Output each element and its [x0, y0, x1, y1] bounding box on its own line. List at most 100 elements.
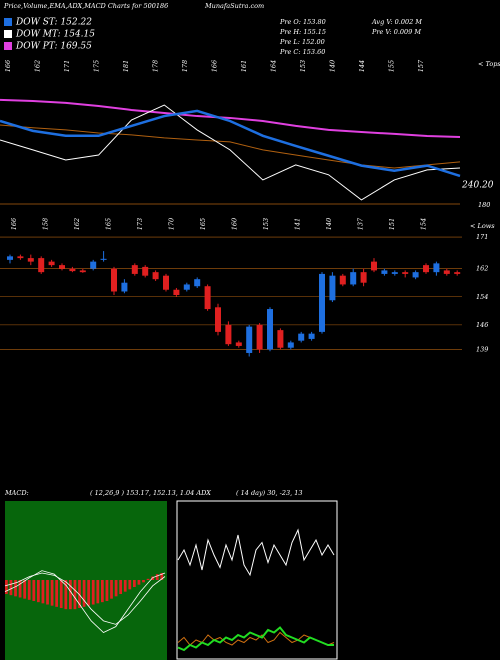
- series-line: [0, 124, 461, 169]
- top-label: 178: [181, 60, 189, 72]
- candle-body: [246, 326, 253, 353]
- legend-label: DOW ST: 152.22: [15, 18, 92, 28]
- top-label: 144: [358, 60, 366, 72]
- top-caption: < Tops: [478, 60, 500, 68]
- candle-body: [163, 275, 169, 290]
- macd-params: ( 12,26,9 ) 153.17, 152.13, 1.04 ADX: [90, 489, 211, 497]
- low-label: 170: [168, 218, 176, 230]
- adx-params: ( 14 day) 30, -23, 13: [236, 489, 303, 497]
- histogram-bar: [78, 580, 81, 608]
- info: Pre C: 153.60: [279, 48, 325, 56]
- adx-line: [177, 631, 335, 646]
- candle-body: [183, 284, 190, 290]
- histogram-bar: [87, 580, 91, 606]
- low-label: 151: [388, 218, 396, 230]
- candle-body: [339, 275, 346, 285]
- candle-body: [391, 272, 398, 274]
- title: Price,Volume,EMA,ADX,MACD Charts for 500…: [3, 2, 168, 10]
- histogram-bar: [59, 580, 63, 608]
- top-label: 175: [93, 60, 101, 72]
- info: Pre H: 155.15: [279, 28, 326, 36]
- y-tick-label: 146: [476, 321, 488, 329]
- top-label: 164: [270, 60, 278, 72]
- histogram-bar: [155, 574, 159, 580]
- macd-caption: MACD:: [4, 489, 29, 497]
- y-tick-label: 171: [476, 233, 488, 241]
- site: MunafaSutra.com: [204, 2, 264, 10]
- top-label: 181: [122, 60, 130, 72]
- candle-body: [59, 265, 65, 269]
- candle-body: [7, 256, 13, 260]
- low-label: 166: [10, 218, 18, 230]
- adx-line: [177, 626, 334, 652]
- low-label: 165: [199, 218, 207, 230]
- top-label: 157: [417, 59, 425, 72]
- low-label: 141: [294, 218, 302, 230]
- candle-body: [152, 272, 159, 280]
- histogram-bar: [50, 580, 54, 606]
- histogram-bar: [96, 580, 100, 604]
- histogram-bar: [82, 580, 86, 607]
- histogram-bar: [110, 580, 113, 599]
- candle-body: [79, 270, 86, 273]
- histogram-bar: [73, 580, 77, 610]
- histogram-bar: [27, 580, 31, 600]
- histogram-bar: [133, 580, 136, 587]
- top-label: 140: [329, 60, 337, 72]
- low-label: 137: [357, 217, 365, 230]
- low-label: 158: [42, 218, 50, 230]
- y-tick-label: 154: [476, 293, 488, 301]
- info: Pre V: 0.009 M: [371, 28, 421, 36]
- histogram-bar: [160, 573, 164, 580]
- candle-body: [256, 324, 263, 350]
- legend-swatch: [4, 42, 12, 50]
- candle-body: [443, 270, 450, 274]
- histogram-bar: [46, 580, 49, 605]
- candle-body: [298, 333, 305, 341]
- candle-body: [454, 272, 461, 274]
- low-label: 140: [325, 218, 333, 230]
- low-caption: < Lows: [470, 222, 495, 230]
- top-label: 178: [152, 60, 160, 72]
- candle-body: [371, 261, 377, 271]
- info: Avg V: 0.002 M: [371, 18, 422, 26]
- low-label: 154: [420, 218, 428, 230]
- histogram-bar: [101, 580, 104, 603]
- histogram-bar: [146, 578, 150, 580]
- candle-body: [267, 309, 273, 350]
- candle-body: [27, 258, 34, 262]
- candle-body: [121, 282, 128, 292]
- candle-body: [350, 272, 357, 285]
- y-tick-label: 162: [476, 265, 488, 273]
- histogram-bar: [14, 580, 17, 597]
- candle-body: [173, 289, 180, 295]
- top-label: 153: [299, 60, 307, 72]
- histogram-bar: [91, 580, 95, 605]
- histogram-bar: [64, 580, 68, 610]
- candle-body: [17, 256, 24, 259]
- candle-body: [381, 270, 388, 274]
- histogram-bar: [128, 580, 132, 590]
- histogram-bar: [23, 580, 27, 599]
- candle-body: [433, 263, 440, 273]
- candle-body: [308, 333, 315, 339]
- candle-body: [38, 258, 45, 273]
- candle-body: [100, 258, 107, 260]
- histogram-bar: [55, 580, 59, 607]
- candle-body: [90, 261, 97, 269]
- candle-body: [277, 330, 284, 348]
- top-label: 162: [34, 60, 42, 72]
- top-label: 166: [211, 60, 219, 72]
- candle-body: [225, 324, 232, 345]
- info: Pre L: 152.00: [279, 38, 325, 46]
- top-label: 155: [388, 60, 396, 72]
- candle-body: [111, 268, 117, 292]
- candle-body: [194, 279, 201, 287]
- legend-label: DOW MT: 154.15: [15, 30, 95, 40]
- histogram-bar: [119, 580, 123, 594]
- macd-line: [4, 572, 166, 625]
- candle-body: [215, 307, 221, 332]
- legend-swatch: [4, 30, 12, 38]
- candle-body: [69, 268, 76, 272]
